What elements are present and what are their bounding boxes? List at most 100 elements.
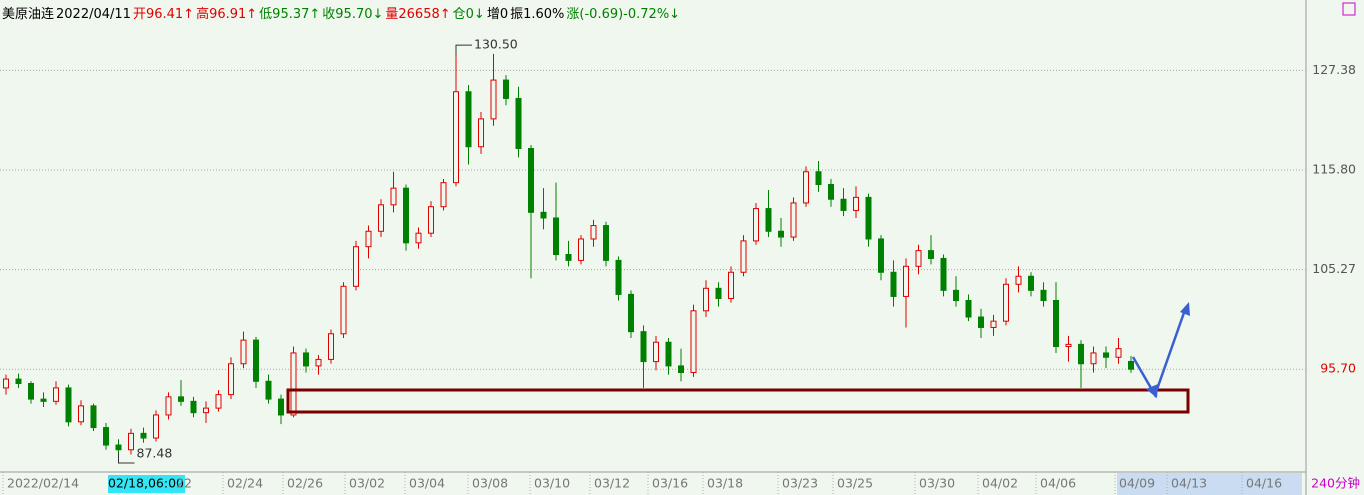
candle-body (940, 257, 947, 291)
candle-body (665, 341, 672, 367)
candle-body (128, 432, 134, 451)
candle-body (1053, 300, 1059, 348)
x-tick-label: 03/10 (534, 476, 570, 491)
candle-body (803, 171, 809, 204)
candle-body (153, 414, 159, 439)
candle-body (653, 341, 659, 363)
candle-body (553, 217, 559, 256)
candle-body (365, 230, 372, 248)
x-tick-label: 03/18 (707, 476, 743, 491)
candle-body (453, 91, 459, 184)
header-field: 高96.91↑ (196, 7, 258, 22)
annotation-leader (118, 453, 135, 464)
candle-body (1028, 275, 1034, 291)
candle-body (65, 387, 72, 423)
candle-body (990, 320, 997, 328)
candle-body (140, 432, 147, 439)
candle-body (1040, 289, 1047, 302)
x-tick-label: 04/16 (1246, 476, 1282, 491)
candle-body (378, 204, 384, 232)
candle-body (1078, 343, 1084, 365)
candle-body (790, 202, 797, 238)
candle-body (353, 246, 359, 287)
candle-body (715, 287, 722, 299)
candle-body (615, 259, 622, 295)
annotation: 130.50 (474, 37, 518, 52)
header-field: 美原油连 (2, 7, 55, 22)
arrow-head (1146, 384, 1158, 398)
candle-body (528, 148, 534, 213)
period-label: 240分钟 (1311, 476, 1360, 491)
candle-body (565, 254, 572, 261)
y-tick-label: 95.70 (1320, 361, 1356, 376)
x-tick-label: 03/16 (652, 476, 688, 491)
candle-body (603, 225, 609, 261)
candle-body (90, 405, 97, 429)
candle-body (178, 396, 184, 402)
candle-body (103, 427, 109, 446)
candle-body (965, 300, 972, 318)
cursor-label: 02/18,06:00 (108, 476, 184, 491)
candle-body (953, 289, 959, 302)
candle-body (928, 250, 934, 259)
candle-body (265, 380, 272, 400)
y-tick-label: 127.38 (1312, 62, 1356, 77)
candle-body (1015, 275, 1022, 285)
candle-body (115, 444, 122, 451)
candle-body (628, 293, 634, 333)
candle-body (640, 331, 647, 363)
candle-body (390, 187, 397, 206)
candle-body (278, 398, 284, 416)
candle-body (15, 378, 22, 384)
candle-body (678, 365, 684, 373)
cursor-box (108, 475, 185, 493)
header-field: 增0 (486, 7, 509, 22)
candle-body (828, 183, 834, 200)
header-field: 收95.70↓ (322, 7, 384, 22)
candle-body (203, 407, 209, 414)
candle-body (815, 171, 822, 185)
candle-body (478, 118, 484, 148)
arrow-head (1180, 302, 1190, 316)
candle-body (690, 310, 697, 373)
x-tick-label: 03/25 (837, 476, 873, 491)
x-tick-label: 02/24 (227, 476, 263, 491)
candle-body (978, 316, 984, 328)
candle-body (853, 196, 859, 211)
candle-body (1065, 343, 1072, 348)
candle-body (765, 208, 772, 232)
x-tick-label: 22 (176, 476, 192, 491)
candle-body (753, 208, 759, 242)
candle-body (240, 339, 247, 365)
candle-body (878, 238, 884, 273)
y-tick-label: 115.80 (1312, 161, 1356, 176)
support-box (286, 388, 1190, 414)
candle-body (53, 387, 59, 402)
candle-body (403, 187, 409, 244)
x-tick-label: 03/23 (782, 476, 818, 491)
candle-body (515, 97, 522, 150)
annotation: 87.48 (137, 446, 173, 461)
candle-body (28, 382, 34, 400)
x-tick-label: 03/04 (409, 476, 445, 491)
x-tick-label: 2022/02/14 (7, 476, 79, 491)
candle-body (703, 287, 709, 312)
candle-body (228, 363, 234, 396)
candle-body (1103, 352, 1109, 358)
header-field: 开96.41↑ (132, 7, 195, 22)
candle-body (428, 206, 434, 234)
candle-body (40, 398, 47, 402)
candle-body (1003, 283, 1009, 322)
candle-body (740, 240, 747, 273)
candle-body (590, 225, 597, 240)
header-field: 仓0↓ (452, 7, 485, 22)
x-tick-label: 03/30 (919, 476, 955, 491)
candle-body (415, 232, 422, 244)
candle-body (915, 250, 922, 267)
header-field: 2022/04/11 (56, 7, 131, 22)
x-tick-label: 04/13 (1171, 476, 1207, 491)
candle-body (865, 196, 872, 240)
corner-button[interactable] (1342, 2, 1356, 16)
